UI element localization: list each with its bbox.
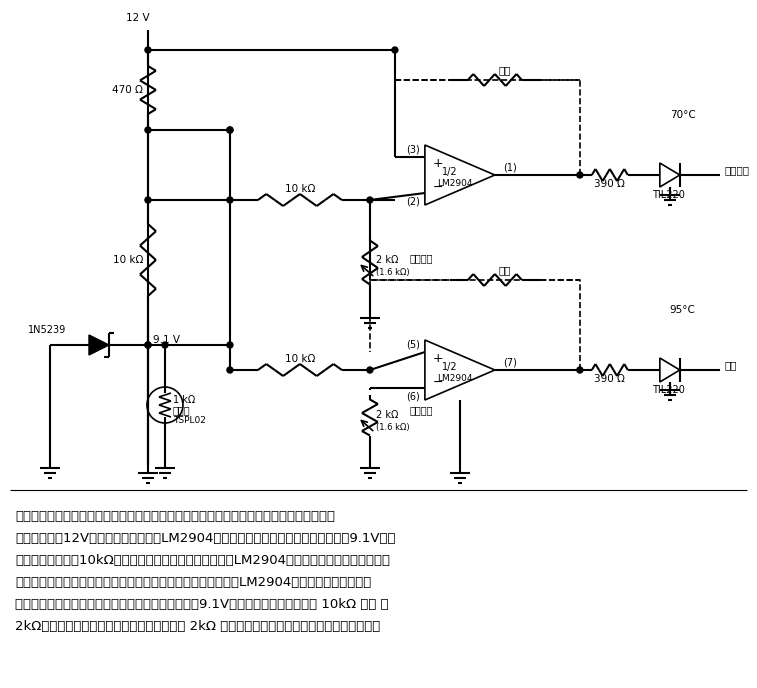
Text: (6): (6) (406, 391, 420, 401)
Text: 1/2: 1/2 (442, 362, 458, 372)
Text: 1/2: 1/2 (442, 167, 458, 177)
Circle shape (227, 367, 233, 373)
Circle shape (145, 342, 151, 348)
Text: 95°C: 95°C (670, 305, 696, 315)
Text: 10 kΩ: 10 kΩ (285, 184, 315, 194)
Text: TIL220: TIL220 (652, 385, 684, 395)
Text: 滞后: 滞后 (499, 65, 511, 75)
Circle shape (227, 127, 233, 133)
Text: LM2904: LM2904 (437, 178, 472, 188)
Text: 此电路是以由12V汽车电源系统供电的LM2904双重运算放大器为主制成的。在地与＋9.1V接点: 此电路是以由12V汽车电源系统供电的LM2904双重运算放大器为主制成的。在地与… (15, 532, 395, 545)
Text: (5): (5) (406, 339, 420, 349)
Text: 9.1 V: 9.1 V (153, 335, 180, 345)
Text: 10 kΩ: 10 kΩ (113, 255, 143, 265)
Text: 390 Ω: 390 Ω (594, 374, 625, 384)
Circle shape (392, 47, 398, 53)
Text: (1): (1) (503, 162, 516, 172)
Circle shape (145, 47, 151, 53)
Text: TIL220: TIL220 (652, 190, 684, 200)
Text: 2kΩ位电器来调定。调节每个运算放大器中的 2kΩ 位电器，就可重新校准或调定这两个断路点，: 2kΩ位电器来调定。调节每个运算放大器中的 2kΩ 位电器，就可重新校准或调定这… (15, 620, 380, 633)
Text: (2): (2) (406, 196, 420, 206)
Text: 之间，热敏电阵与10kΩ的电阵串联。热敏电阵上端连接到LM2904的两个非反相输入端。当热敏: 之间，热敏电阵与10kΩ的电阵串联。热敏电阵上端连接到LM2904的两个非反相输… (15, 554, 390, 567)
Text: 当达到两种不同的水温时，本电路能使发光二极管发光，从而指示两种不同水温的断路点。: 当达到两种不同的水温时，本电路能使发光二极管发光，从而指示两种不同水温的断路点。 (15, 510, 335, 523)
Circle shape (367, 367, 373, 373)
Text: (3): (3) (406, 144, 420, 154)
Text: +: + (433, 352, 444, 365)
Circle shape (227, 127, 233, 133)
Circle shape (145, 197, 151, 203)
Circle shape (367, 197, 373, 203)
Circle shape (145, 127, 151, 133)
Circle shape (227, 197, 233, 203)
Polygon shape (89, 335, 109, 355)
Text: (1.6 kΩ): (1.6 kΩ) (376, 422, 410, 431)
Text: 390 Ω: 390 Ω (594, 179, 625, 189)
Text: 2 kΩ: 2 kΩ (376, 410, 398, 420)
Text: 1N5239: 1N5239 (28, 325, 67, 335)
Circle shape (145, 342, 151, 348)
Circle shape (577, 367, 583, 373)
Text: 470 Ω: 470 Ω (112, 85, 143, 95)
Text: (7): (7) (503, 357, 517, 367)
Text: 风扇接通: 风扇接通 (724, 165, 749, 175)
Circle shape (162, 342, 168, 348)
Text: LM2904: LM2904 (437, 374, 472, 383)
Text: 12 V: 12 V (126, 13, 150, 23)
Circle shape (227, 342, 233, 348)
Text: 1 kΩ: 1 kΩ (173, 395, 195, 405)
Text: −: − (433, 180, 444, 193)
Text: (1.6 kΩ): (1.6 kΩ) (376, 268, 410, 277)
Text: 滞后: 滞后 (499, 265, 511, 275)
Text: 70°C: 70°C (670, 110, 696, 120)
Text: −: − (433, 376, 444, 389)
Text: 阈值调节: 阈值调节 (410, 253, 434, 263)
Circle shape (577, 172, 583, 178)
Text: TSPL02: TSPL02 (173, 416, 206, 424)
Text: 阈值调节: 阈值调节 (410, 405, 434, 415)
Text: +: + (433, 156, 444, 169)
Text: 传感器: 传感器 (173, 405, 191, 415)
Text: 电阵的阵值随温度而改变时，这两个输入端的电压亦随之改变。LM2904的每一反相输入端都有: 电阵的阵值随温度而改变时，这两个输入端的电压亦随之改变。LM2904的每一反相输… (15, 576, 371, 589)
Text: 10 kΩ: 10 kΩ (285, 354, 315, 364)
Text: 一个基准电压，即断路阈值电压，这一基准电压是由9.1V稳定电压两端之间串联的 10kΩ 电阵 和: 一个基准电压，即断路阈值电压，这一基准电压是由9.1V稳定电压两端之间串联的 1… (15, 598, 388, 611)
Text: 过热: 过热 (724, 360, 737, 370)
Text: 2 kΩ: 2 kΩ (376, 255, 398, 265)
